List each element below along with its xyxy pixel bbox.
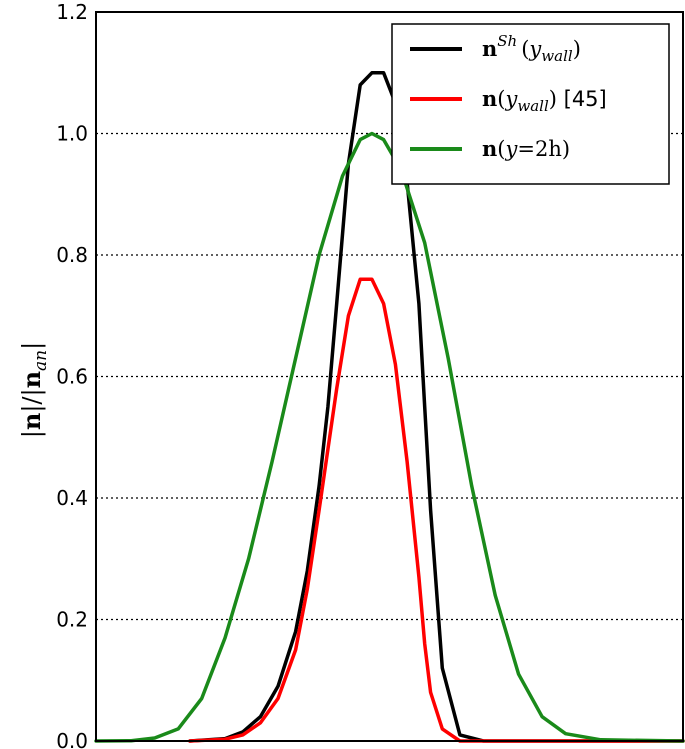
y-tick-label: 0.0 [56,729,88,749]
series-line-2 [188,277,685,743]
series-line-3 [94,131,685,743]
y-tick-labels: 0.0 0.2 0.4 0.6 0.8 1.0 1.2 [56,0,88,749]
y-axis-label: |n|/|nan| [17,342,51,438]
y-tick-label: 1.2 [56,0,88,24]
series-line-1 [188,71,685,743]
y-tick-label: 0.4 [56,486,88,510]
legend-label-2: n(ywall) [45] [482,86,607,115]
y-tick-label: 0.8 [56,243,88,267]
legend-label-1: nSh (ywall) [482,32,581,65]
legend-label-3: n(y=2h) [482,136,570,161]
legend: nSh (ywall) n(ywall) [45] n(y=2h) [391,23,670,185]
grid-lines [96,132,683,621]
y-tick-label: 1.0 [56,122,88,146]
y-tick-label: 0.2 [56,608,88,632]
plot-frame [95,11,684,742]
y-tick-label: 0.6 [56,365,88,389]
series-lines [94,71,685,743]
